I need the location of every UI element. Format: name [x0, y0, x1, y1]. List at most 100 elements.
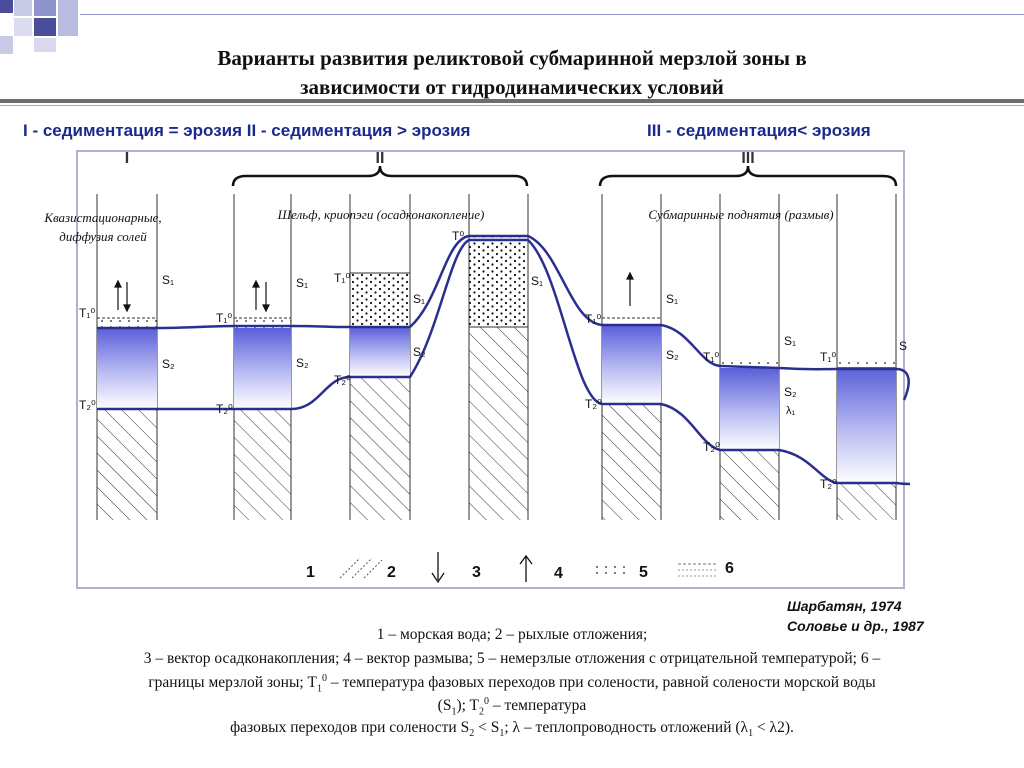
label-t2: T₂⁰	[703, 440, 720, 454]
column-3	[349, 272, 411, 520]
caption-left-line-1: Квазистационарные,	[43, 210, 161, 225]
diagram-frame	[76, 150, 905, 589]
deco-square	[0, 36, 13, 54]
caption-sub: 2	[469, 728, 475, 740]
label-s1: S₁	[784, 334, 796, 348]
label-t1: T₁⁰	[585, 312, 601, 326]
legend-6: 6	[725, 560, 734, 577]
caption-text: фазовых переходов при солености S	[230, 719, 470, 736]
column-1	[97, 317, 157, 520]
lower-boundary-curve	[97, 238, 911, 486]
deco-square	[80, 14, 1024, 15]
caption-right: Субмаринные поднятия (размыв)	[648, 207, 833, 222]
legend-down-arrow	[431, 552, 445, 584]
arrows	[114, 271, 634, 313]
title-rule-thin	[0, 105, 1024, 106]
label-s2: S₂	[162, 357, 175, 371]
label-t0: T⁰	[452, 229, 464, 243]
brace-ii	[231, 165, 529, 187]
caption-text: ); T	[456, 697, 479, 715]
deco-square	[34, 18, 56, 36]
subtitle-left: I - седиментация = эрозия II - седимента…	[23, 121, 471, 140]
label-t1: T₁⁰	[334, 271, 350, 285]
deco-square	[58, 0, 78, 36]
caption-middle: Шельф, криопэги (осадконакопление)	[277, 207, 485, 222]
legend-hatch-swatch	[339, 557, 383, 579]
label-lambda1: λ₁	[786, 405, 796, 417]
page-title: Варианты развития реликтовой субмаринной…	[100, 44, 924, 102]
caption-line-5: фазовых переходов при солености S2 < S1;…	[0, 719, 1024, 739]
deco-square	[14, 0, 32, 16]
label-t2: T₂⁰	[79, 398, 96, 412]
caption-text: (S	[437, 697, 452, 715]
title-line-1: Варианты развития реликтовой субмаринной…	[217, 46, 807, 70]
caption-line-4: (S1); T20 – температура	[0, 696, 1024, 717]
author-line-1: Шарбатян, 1974	[787, 598, 902, 614]
deco-square	[34, 38, 56, 52]
title-line-2: зависимости от гидродинамических условий	[300, 75, 724, 99]
deco-square	[14, 18, 32, 36]
author-line-2: Соловье и др., 1987	[787, 618, 924, 634]
caption-left-line-2: диффузия солей	[59, 229, 147, 244]
brace-iii	[598, 165, 898, 187]
deco-square	[34, 0, 56, 16]
caption-sub: 1	[499, 728, 505, 740]
column-2	[234, 317, 291, 520]
caption-text: ; λ – теплопроводность отложений (λ	[504, 719, 749, 736]
label-t1: T₁⁰	[820, 350, 836, 364]
roman-ii: II	[376, 150, 385, 167]
label-s1: S₁	[296, 276, 308, 290]
caption-sub: 1	[317, 683, 323, 695]
legend: 1 2 3 4 5 6	[306, 552, 734, 584]
caption-sub: 1	[748, 728, 754, 740]
legend-2: 2	[387, 564, 396, 581]
label-t2: T₂⁰	[216, 402, 233, 416]
legend-dashed-swatch	[678, 563, 718, 577]
label-s-cut: S	[899, 339, 907, 353]
subtitle-right: III - седиментация< эрозия	[647, 121, 871, 140]
label-t2: T₂⁰	[334, 373, 351, 387]
label-t2: T₂⁰	[585, 397, 602, 411]
caption-sup: 0	[484, 696, 489, 707]
legend-1: 1	[306, 564, 315, 581]
legend-up-arrow	[519, 554, 533, 582]
caption-text: – температура	[489, 697, 587, 715]
caption-text: границы мерзлой зоны; T	[148, 674, 318, 692]
column-6	[720, 362, 779, 520]
legend-dots-swatch	[594, 562, 630, 576]
roman-iii: III	[741, 150, 754, 167]
caption-sup: 0	[322, 673, 328, 684]
caption-line-3: границы мерзлой зоны; T10 – температура …	[0, 673, 1024, 694]
title-rule	[0, 99, 1024, 103]
label-t1: T₁⁰	[79, 306, 95, 320]
label-s1: S₁	[531, 274, 543, 288]
label-s1: S₁	[666, 292, 678, 306]
caption-text: < λ2).	[753, 719, 794, 736]
label-s2: S₂	[784, 385, 797, 399]
roman-i: I	[125, 150, 129, 167]
legend-4: 4	[554, 565, 563, 582]
authors: Шарбатян, 1974 Соловье и др., 1987	[787, 596, 924, 636]
legend-5: 5	[639, 564, 648, 581]
column-7	[837, 361, 896, 520]
label-s2: S₂	[413, 345, 426, 359]
label-s1: S₁	[162, 273, 174, 287]
label-s1: S₁	[413, 292, 425, 306]
caption-sub: 1	[451, 706, 457, 718]
label-t2: T₂⁰	[820, 477, 837, 491]
caption-sub: 2	[479, 706, 484, 718]
caption-text: – температура фазовых переходов при соле…	[327, 674, 876, 692]
label-t1: T₁⁰	[703, 350, 719, 364]
deco-square	[0, 0, 13, 13]
legend-3: 3	[472, 564, 481, 581]
column-4	[468, 235, 529, 520]
caption-text: < S	[474, 719, 500, 736]
label-s2: S₂	[666, 348, 679, 362]
label-s2: S₂	[296, 356, 309, 370]
label-t1: T₁⁰	[216, 311, 232, 325]
caption-line-1: 1 – морская вода; 2 – рыхлые отложения;	[376, 626, 648, 643]
column-5	[602, 317, 661, 520]
upper-boundary-curve	[97, 234, 910, 401]
diagram-labels: S₁ S₂ T₁⁰ T₂⁰ S₁ S₂ T₁⁰ T₂⁰ T₁⁰ T₂⁰ S₁ S…	[79, 229, 907, 491]
